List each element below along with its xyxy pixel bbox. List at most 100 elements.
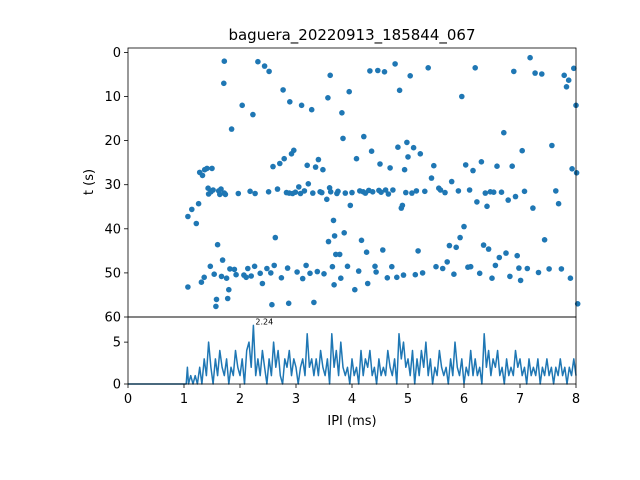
scatter-point bbox=[453, 244, 460, 251]
scatter-point bbox=[555, 200, 562, 207]
scatter-point bbox=[399, 202, 406, 209]
scatter-point bbox=[405, 154, 411, 160]
scatter-point bbox=[329, 263, 336, 270]
scatter-point bbox=[535, 269, 542, 276]
scatter-point bbox=[549, 142, 555, 149]
scatter-point bbox=[367, 68, 373, 74]
scatter-point bbox=[325, 238, 332, 245]
scatter-y-tick-label: 0 bbox=[113, 46, 121, 61]
scatter-point bbox=[298, 102, 305, 109]
histogram-y-axis: 05 bbox=[113, 336, 128, 393]
scatter-point bbox=[380, 247, 386, 253]
scatter-point bbox=[396, 87, 403, 94]
scatter-y-tick-label: 50 bbox=[104, 266, 121, 281]
scatter-point bbox=[193, 220, 200, 227]
scatter-point bbox=[404, 139, 410, 146]
scatter-point bbox=[195, 200, 202, 207]
scatter-y-tick-label: 30 bbox=[104, 178, 121, 193]
x-tick-label: 2 bbox=[236, 392, 244, 407]
scatter-point bbox=[561, 72, 567, 79]
scatter-point bbox=[381, 69, 388, 75]
scatter-point bbox=[218, 186, 224, 192]
scatter-point bbox=[505, 197, 512, 203]
x-tick: 1 bbox=[180, 384, 188, 407]
scatter-point bbox=[431, 162, 437, 169]
scatter-point bbox=[409, 190, 415, 196]
scatter-point bbox=[257, 270, 264, 277]
scatter-point bbox=[231, 266, 238, 273]
scatter-point bbox=[355, 268, 362, 274]
scatter-point bbox=[315, 156, 322, 163]
scatter-point bbox=[325, 95, 331, 101]
scatter-point bbox=[501, 129, 507, 136]
scatter-point bbox=[439, 265, 446, 272]
scatter-point bbox=[392, 61, 398, 67]
scatter-point bbox=[235, 190, 242, 197]
scatter-point bbox=[320, 166, 326, 173]
scatter-point bbox=[490, 189, 497, 195]
scatter-point bbox=[308, 106, 315, 113]
scatter-point bbox=[482, 190, 489, 196]
scatter-point bbox=[514, 252, 520, 259]
scatter-y-axis-label: t (s) bbox=[82, 169, 97, 195]
scatter-point bbox=[478, 159, 485, 165]
scatter-point bbox=[219, 257, 226, 263]
scatter-point bbox=[358, 237, 365, 244]
scatter-point bbox=[307, 270, 313, 277]
scatter-point bbox=[571, 65, 577, 72]
scatter-points bbox=[185, 54, 581, 310]
scatter-point bbox=[330, 217, 337, 224]
scatter-y-axis: 0 10 20 30 40 50 60 bbox=[104, 46, 128, 326]
scatter-point bbox=[222, 191, 229, 198]
scatter-point bbox=[511, 68, 517, 75]
scatter-point bbox=[227, 266, 233, 272]
scatter-point bbox=[407, 73, 414, 79]
scatter-point bbox=[484, 203, 490, 210]
scatter-point bbox=[410, 144, 417, 151]
scatter-point bbox=[210, 187, 216, 193]
x-tick-label: 0 bbox=[124, 392, 132, 407]
scatter-point bbox=[285, 300, 292, 307]
x-tick: 2 bbox=[236, 384, 244, 407]
scatter-point bbox=[314, 268, 321, 275]
scatter-point bbox=[532, 70, 538, 76]
scatter-point bbox=[485, 246, 492, 252]
scatter-point bbox=[448, 178, 455, 185]
scatter-point bbox=[384, 275, 391, 281]
scatter-point bbox=[401, 166, 408, 173]
scatter-point bbox=[346, 88, 353, 95]
scatter-point bbox=[541, 237, 548, 243]
scatter-point bbox=[296, 184, 302, 190]
scatter-point bbox=[494, 163, 500, 169]
scatter-y-tick-label: 10 bbox=[104, 90, 121, 105]
scatter-point bbox=[344, 263, 351, 270]
scatter-point bbox=[467, 263, 474, 270]
scatter-point bbox=[480, 242, 487, 248]
scatter-y-tick: 50 bbox=[104, 266, 128, 281]
scatter-y-tick: 60 bbox=[104, 311, 128, 326]
scatter-point bbox=[527, 54, 533, 61]
scatter-point bbox=[375, 67, 381, 74]
scatter-point bbox=[189, 206, 195, 213]
scatter-panel: 0 10 20 30 40 50 60 t (s) bbox=[82, 46, 581, 326]
scatter-point bbox=[457, 234, 463, 241]
histogram-panel: 2.24 05 bbox=[113, 316, 577, 393]
scatter-point bbox=[251, 263, 258, 270]
scatter-point bbox=[259, 280, 266, 287]
scatter-point bbox=[352, 286, 358, 293]
scatter-point bbox=[425, 65, 432, 71]
scatter-point bbox=[207, 263, 214, 270]
scatter-point bbox=[277, 160, 283, 167]
scatter-point bbox=[437, 187, 444, 193]
scatter-point bbox=[390, 187, 396, 193]
scatter-point bbox=[498, 189, 505, 195]
scatter-point bbox=[372, 263, 378, 270]
x-tick-label: 1 bbox=[180, 392, 188, 407]
scatter-point bbox=[217, 191, 223, 198]
scatter-point bbox=[250, 111, 256, 118]
scatter-point bbox=[442, 189, 448, 196]
x-tick-label: 3 bbox=[292, 392, 300, 407]
scatter-point bbox=[255, 58, 261, 65]
scatter-point bbox=[569, 166, 575, 172]
